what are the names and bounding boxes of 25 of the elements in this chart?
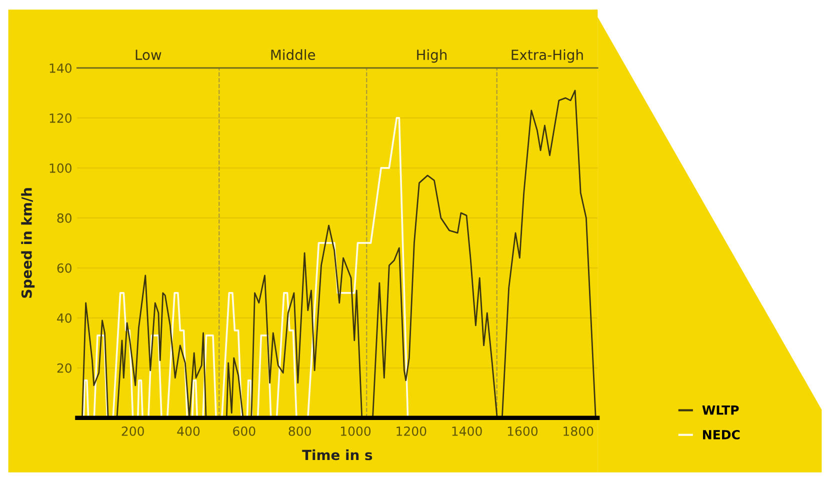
y-tick-label: 60 — [57, 263, 72, 273]
x-tick-label: 1800 — [564, 426, 594, 436]
y-tick-label: 40 — [57, 313, 72, 323]
legend-label: WLTP — [702, 406, 739, 415]
y-tick-label: 120 — [50, 113, 72, 123]
x-tick-label: 200 — [122, 426, 144, 436]
legend-label: NEDC — [703, 430, 740, 440]
x-tick-label: 400 — [177, 426, 200, 436]
y-tick-label: 100 — [50, 163, 72, 173]
text: High — [417, 49, 447, 63]
y-tick-label: 80 — [57, 213, 72, 223]
x-tick-label: 1600 — [508, 426, 538, 436]
text: Middle — [271, 49, 316, 60]
y-axis-title: Speed in km/h — [21, 188, 35, 298]
text: Low — [136, 50, 162, 60]
line-series — [82, 90, 596, 418]
x-tick-label: 800 — [288, 426, 311, 436]
text: Extra-High — [512, 49, 583, 63]
y-tick-label: 20 — [57, 363, 72, 373]
x-tick-label: 600 — [233, 426, 256, 436]
x-tick-label: 1400 — [452, 426, 482, 436]
y-tick-label: 140 — [50, 63, 72, 73]
x-tick-label: 1200 — [396, 426, 426, 436]
x-axis-title: Time in s — [302, 449, 372, 460]
x-tick-label: 1000 — [340, 426, 371, 436]
